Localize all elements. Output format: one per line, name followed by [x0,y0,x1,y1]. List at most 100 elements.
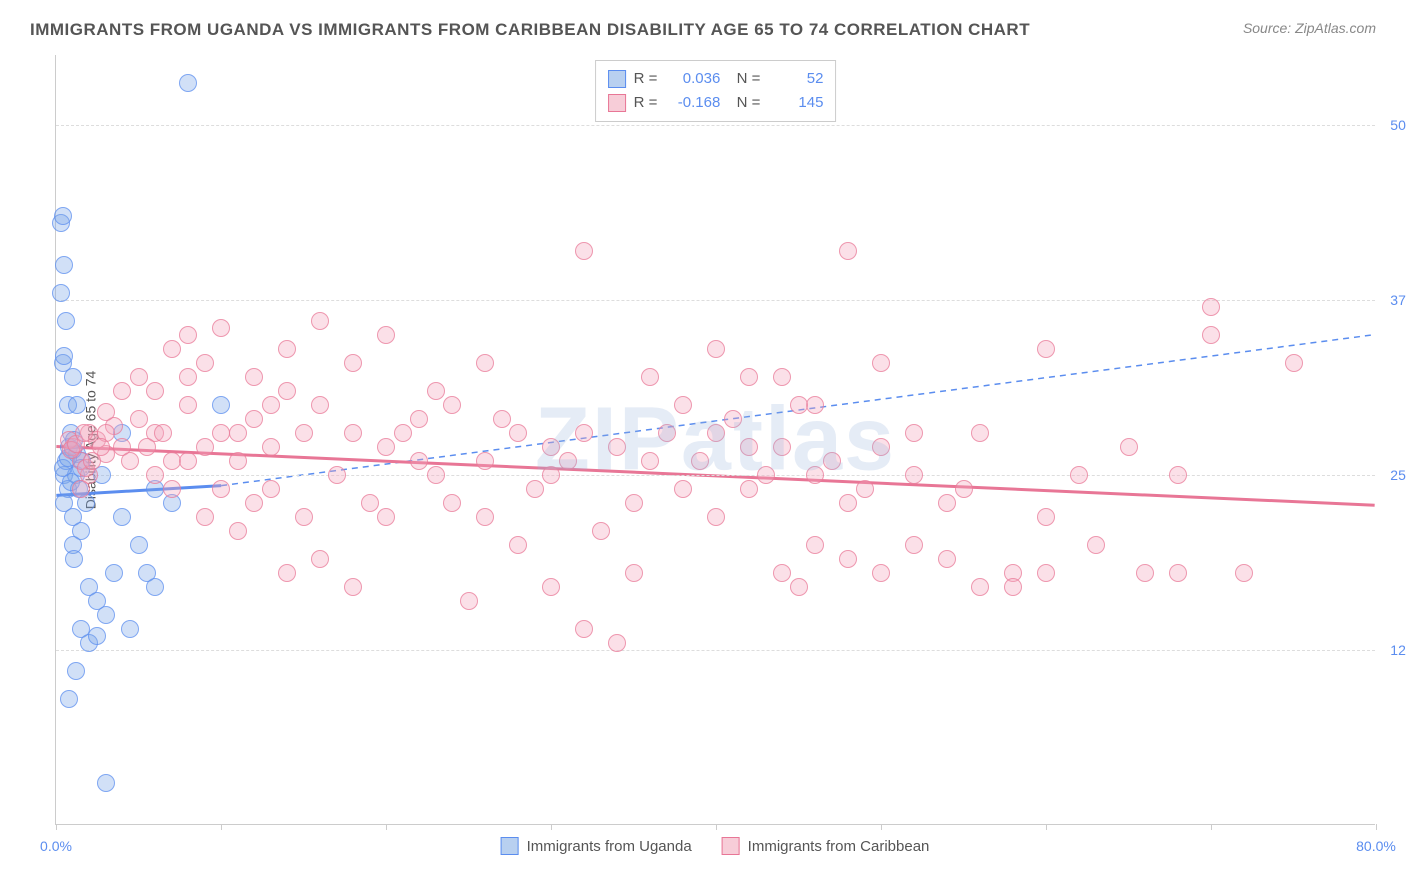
scatter-point [97,403,115,421]
gridline-horizontal [56,650,1375,651]
x-tick-mark [551,824,552,830]
scatter-point [724,410,742,428]
legend-swatch-caribbean-icon [722,837,740,855]
n-label: N = [728,67,760,91]
legend-stats-row-uganda: R = 0.036 N = 52 [608,67,824,91]
scatter-point [361,494,379,512]
scatter-point [245,368,263,386]
scatter-point [592,522,610,540]
scatter-point [311,396,329,414]
scatter-point [105,564,123,582]
scatter-point [55,347,73,365]
x-tick-mark [386,824,387,830]
chart-container: Disability Age 65 to 74 ZIPatlas R = 0.0… [55,55,1375,825]
scatter-point [212,396,230,414]
scatter-point [1235,564,1253,582]
gridline-horizontal [56,300,1375,301]
r-value-caribbean: -0.168 [665,91,720,115]
scatter-point [641,368,659,386]
scatter-point [806,396,824,414]
legend-swatch-uganda-icon [501,837,519,855]
scatter-point [278,564,296,582]
x-tick-mark [1046,824,1047,830]
scatter-point [839,550,857,568]
scatter-point [790,396,808,414]
scatter-point [179,368,197,386]
scatter-point [509,536,527,554]
scatter-point [1169,466,1187,484]
x-tick-label: 80.0% [1356,838,1396,854]
gridline-horizontal [56,125,1375,126]
scatter-point [757,466,775,484]
scatter-point [75,424,93,442]
scatter-point [658,424,676,442]
scatter-point [476,354,494,372]
scatter-point [509,424,527,442]
legend-bottom: Immigrants from Uganda Immigrants from C… [501,837,930,855]
y-tick-label: 12.5% [1390,642,1406,658]
scatter-point [262,396,280,414]
scatter-point [67,662,85,680]
scatter-point [262,438,280,456]
scatter-point [245,494,263,512]
r-label: R = [634,67,658,91]
scatter-point [1037,340,1055,358]
scatter-point [295,508,313,526]
x-tick-mark [716,824,717,830]
scatter-point [460,592,478,610]
scatter-point [278,340,296,358]
scatter-point [872,564,890,582]
source-attribution: Source: ZipAtlas.com [1243,20,1376,36]
scatter-point [377,326,395,344]
scatter-point [773,438,791,456]
scatter-point [163,480,181,498]
scatter-point [212,319,230,337]
legend-label-uganda: Immigrants from Uganda [527,838,692,855]
scatter-point [542,466,560,484]
scatter-point [1202,326,1220,344]
scatter-point [1004,578,1022,596]
legend-label-caribbean: Immigrants from Caribbean [748,838,930,855]
scatter-point [740,368,758,386]
scatter-point [121,452,139,470]
scatter-point [130,410,148,428]
scatter-point [1285,354,1303,372]
scatter-point [64,368,82,386]
scatter-point [905,466,923,484]
scatter-point [1070,466,1088,484]
scatter-point [72,480,90,498]
scatter-point [54,207,72,225]
scatter-point [344,578,362,596]
scatter-point [1087,536,1105,554]
x-tick-label: 0.0% [40,838,72,854]
scatter-point [344,354,362,372]
scatter-point [823,452,841,470]
scatter-point [121,620,139,638]
scatter-point [707,508,725,526]
scatter-point [130,368,148,386]
y-tick-label: 37.5% [1390,292,1406,308]
scatter-point [740,438,758,456]
legend-swatch-uganda [608,70,626,88]
scatter-point [97,774,115,792]
scatter-point [427,382,445,400]
scatter-point [938,494,956,512]
scatter-point [575,242,593,260]
scatter-point [641,452,659,470]
r-value-uganda: 0.036 [665,67,720,91]
scatter-point [1037,508,1055,526]
scatter-point [68,396,86,414]
scatter-point [278,382,296,400]
scatter-point [1202,298,1220,316]
scatter-point [773,368,791,386]
scatter-point [154,424,172,442]
scatter-point [476,508,494,526]
scatter-point [146,578,164,596]
scatter-point [872,438,890,456]
scatter-point [443,494,461,512]
scatter-point [559,452,577,470]
scatter-point [674,396,692,414]
scatter-point [971,424,989,442]
chart-title: IMMIGRANTS FROM UGANDA VS IMMIGRANTS FRO… [30,20,1030,40]
scatter-point [229,424,247,442]
